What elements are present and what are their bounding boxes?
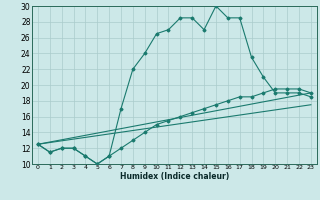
X-axis label: Humidex (Indice chaleur): Humidex (Indice chaleur) [120, 172, 229, 181]
